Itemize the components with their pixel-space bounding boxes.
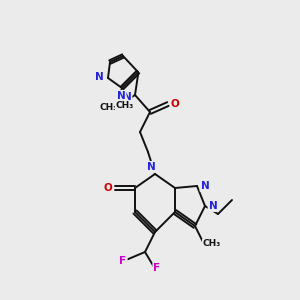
Text: N: N xyxy=(123,92,131,102)
Text: O: O xyxy=(103,183,112,193)
Text: CH₃: CH₃ xyxy=(100,103,118,112)
Text: CH₃: CH₃ xyxy=(203,239,221,248)
Text: N: N xyxy=(201,181,209,191)
Text: F: F xyxy=(119,256,127,266)
Text: N: N xyxy=(94,72,103,82)
Text: N: N xyxy=(147,162,155,172)
Text: O: O xyxy=(171,99,179,109)
Text: N: N xyxy=(208,201,217,211)
Text: F: F xyxy=(153,263,161,273)
Text: N: N xyxy=(117,91,125,101)
Text: CH₃: CH₃ xyxy=(116,101,134,110)
